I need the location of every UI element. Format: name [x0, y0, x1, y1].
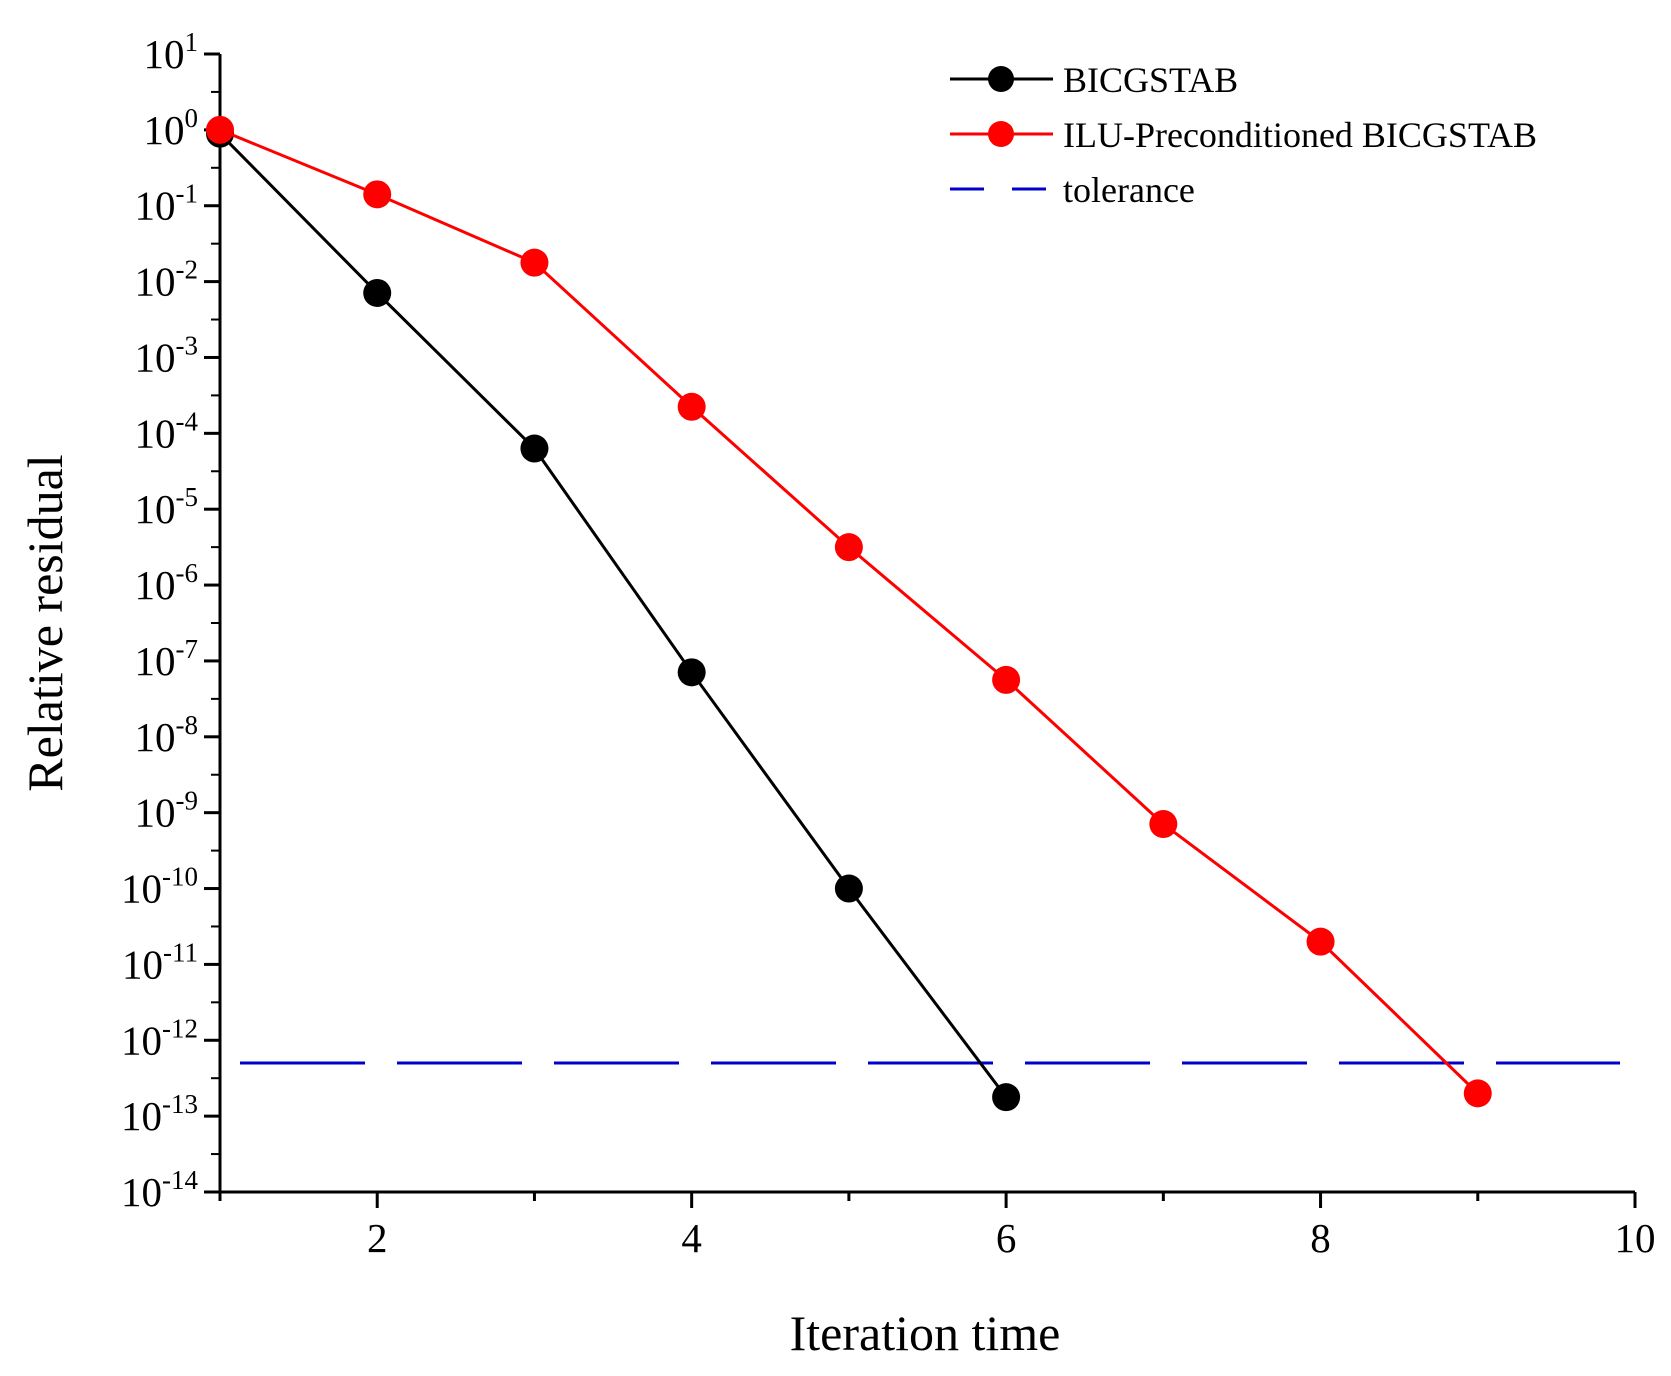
series-0-point — [992, 1083, 1021, 1112]
y-tick-label: 10-7 — [135, 634, 199, 684]
ticks-layer: 2 4 6 8 10 101 100 10-1 10-2 10-3 10-4 10-5 10-6 10-7… — [121, 27, 1656, 1261]
y-tick-label: 10-13 — [121, 1089, 198, 1139]
y-tick-label: 10-4 — [135, 406, 199, 456]
y-tick-label: 10-8 — [135, 710, 199, 760]
series-1-point — [1149, 810, 1178, 839]
y-axis-title: Relative residual — [17, 454, 73, 791]
series-0-point — [520, 434, 549, 463]
series-1-point — [206, 115, 234, 144]
series-1-point — [992, 665, 1021, 694]
series-0-point — [834, 874, 863, 903]
y-tick-label: 10-6 — [135, 558, 199, 608]
y-tick-label: 10-9 — [135, 786, 199, 836]
legend-label-ilu: ILU-Preconditioned BICGSTAB — [1063, 115, 1537, 155]
y-tick-label: 10-14 — [121, 1165, 198, 1215]
x-tick-label: 2 — [367, 1215, 388, 1261]
y-tick-label: 10-3 — [135, 330, 199, 380]
x-tick-label: 4 — [681, 1215, 702, 1261]
series-1-point — [677, 392, 706, 421]
x-tick-label: 8 — [1310, 1215, 1331, 1261]
y-tick-label: 100 — [144, 103, 199, 153]
x-axis-title: Iteration time — [790, 1305, 1061, 1361]
x-tick-label: 10 — [1615, 1215, 1656, 1261]
y-tick-label: 10-10 — [121, 862, 198, 912]
series-0-point — [363, 278, 392, 307]
series-1-point — [834, 533, 863, 562]
legend-label-bicgstab: BICGSTAB — [1063, 60, 1238, 100]
series-line-1 — [219, 128, 1479, 1095]
series-1-point — [1463, 1079, 1492, 1108]
series-1-point — [363, 180, 392, 209]
legend-label-tolerance: tolerance — [1063, 170, 1195, 210]
y-tick-label: 10-5 — [135, 482, 199, 532]
y-tick-label: 10-12 — [121, 1013, 198, 1063]
series-layer — [206, 115, 1492, 1112]
x-tick-label: 6 — [996, 1215, 1017, 1261]
series-line-0 — [218, 132, 1008, 1099]
y-tick-label: 10-1 — [135, 179, 199, 229]
y-tick-label: 101 — [144, 27, 199, 77]
legend: BICGSTAB ILU-Preconditioned BICGSTAB tol… — [950, 60, 1537, 210]
legend-marker-bicgstab — [988, 66, 1014, 92]
series-1-point — [1306, 927, 1335, 956]
y-tick-label: 10-2 — [135, 255, 199, 305]
series-0-point — [677, 658, 706, 687]
y-tick-label: 10-11 — [122, 937, 198, 987]
legend-marker-ilu — [988, 121, 1014, 147]
series-1-point — [520, 248, 549, 277]
